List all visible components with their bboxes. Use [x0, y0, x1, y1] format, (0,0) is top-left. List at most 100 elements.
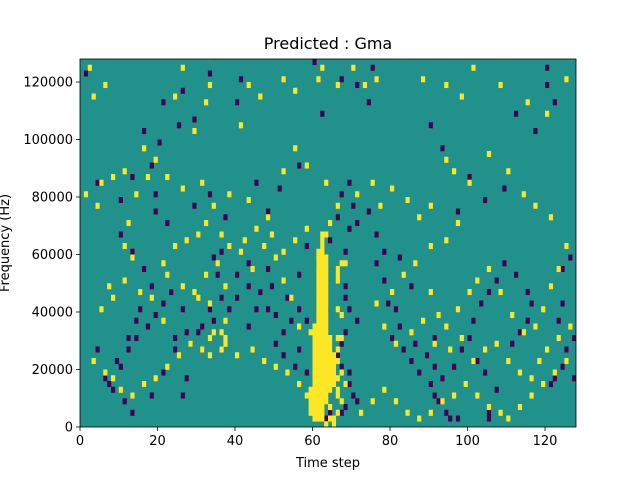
heatmap-cell-low	[312, 59, 317, 66]
heatmap-cell-low	[572, 335, 576, 342]
heatmap-cell-high	[335, 409, 340, 416]
heatmap-cell-low	[494, 386, 499, 393]
heatmap-cell-low	[366, 99, 371, 106]
heatmap-cell-high	[273, 363, 278, 370]
heatmap-cell-low	[409, 283, 414, 290]
heatmap-cell-high	[161, 260, 166, 267]
heatmap-cell-high	[180, 185, 185, 192]
heatmap-cell-high	[320, 392, 325, 399]
heatmap-cell-low	[200, 323, 205, 330]
heatmap-cell-high	[331, 415, 337, 422]
heatmap-cell-high	[533, 323, 538, 330]
heatmap-cell-high	[165, 363, 170, 370]
heatmap-cell-low	[409, 358, 414, 365]
heatmap-cell-high	[335, 386, 340, 393]
heatmap-cell-high	[103, 369, 108, 376]
heatmap-cell-high	[320, 335, 325, 342]
heatmap-cell-low	[343, 329, 348, 336]
heatmap-cell-high	[91, 358, 96, 365]
heatmap-cell-high	[331, 352, 337, 359]
heatmap-cell-high	[320, 381, 325, 388]
heatmap-cell-high	[215, 260, 220, 267]
heatmap-cell-high	[223, 317, 228, 324]
heatmap-cell-high	[335, 375, 340, 382]
heatmap-cell-high	[184, 237, 189, 244]
heatmap-cell-low	[285, 294, 290, 301]
heatmap-cell-high	[320, 248, 325, 255]
heatmap-cell-high	[312, 386, 317, 393]
heatmap-cell-high	[227, 191, 232, 198]
heatmap-cell-high	[444, 156, 449, 163]
heatmap-cell-high	[312, 381, 317, 388]
heatmap-cell-high	[262, 243, 267, 250]
heatmap-cell-high	[390, 185, 395, 192]
heatmap-cell-low	[382, 248, 387, 255]
heatmap-cell-high	[320, 358, 325, 365]
heatmap-cell-low	[452, 363, 457, 370]
heatmap-cell-high	[173, 243, 178, 250]
heatmap-cell-low	[173, 346, 178, 353]
heatmap-cell-high	[324, 398, 329, 405]
heatmap-cell-high	[331, 358, 337, 365]
heatmap-cell-high	[207, 300, 213, 307]
heatmap-cell-low	[211, 254, 216, 261]
heatmap-cell-high	[328, 369, 333, 376]
heatmap-cell-high	[122, 168, 127, 175]
heatmap-cell-high	[130, 392, 135, 399]
heatmap-cell-high	[324, 317, 329, 324]
heatmap-cell-high	[324, 358, 329, 365]
heatmap-cell-high	[428, 243, 433, 250]
heatmap-cell-low	[514, 271, 519, 278]
heatmap-cell-low	[374, 231, 379, 238]
heatmap-cell-high	[320, 260, 325, 267]
heatmap-cell-low	[149, 162, 154, 169]
heatmap-cell-high	[312, 375, 317, 382]
heatmap-cell-low	[149, 392, 154, 399]
heatmap-cell-high	[328, 346, 333, 353]
heatmap-cell-low	[324, 415, 329, 422]
heatmap-cell-high	[374, 76, 379, 83]
heatmap-cell-high	[498, 409, 503, 416]
heatmap-cell-high	[405, 409, 410, 416]
heatmap-cell-low	[246, 323, 251, 330]
heatmap-cell-high	[219, 329, 224, 336]
heatmap-cell-low	[347, 179, 352, 186]
heatmap-cell-high	[153, 375, 158, 382]
heatmap-cell-high	[153, 156, 158, 163]
heatmap-cell-high	[448, 346, 453, 353]
heatmap-cell-low	[219, 294, 224, 301]
heatmap-cell-low	[560, 300, 565, 307]
heatmap-cell-high	[436, 312, 441, 319]
heatmap-cell-high	[335, 392, 340, 399]
heatmap-cell-high	[471, 358, 476, 365]
heatmap-cell-high	[328, 415, 333, 422]
heatmap-cell-high	[320, 237, 325, 244]
heatmap-cell-high	[335, 266, 340, 273]
heatmap-cell-low	[347, 225, 352, 232]
heatmap-cell-high	[475, 277, 480, 284]
heatmap-cell-high	[328, 335, 333, 342]
heatmap-cell-high	[316, 363, 321, 370]
heatmap-cell-high	[316, 283, 321, 290]
heatmap-cell-low	[254, 306, 259, 313]
heatmap-cell-low	[525, 317, 530, 324]
heatmap-cell-low	[246, 260, 251, 267]
heatmap-cell-high	[320, 300, 325, 307]
heatmap-cell-low	[335, 214, 340, 221]
heatmap-cell-high	[324, 381, 329, 388]
heatmap-cell-low	[227, 306, 232, 313]
heatmap-cell-low	[576, 249, 580, 255]
heatmap-cell-high	[576, 306, 580, 312]
heatmap-cell-high	[223, 283, 228, 290]
heatmap-cell-high	[316, 289, 321, 296]
heatmap-cell-high	[238, 248, 244, 255]
heatmap-cell-low	[161, 300, 166, 307]
heatmap-cell-low	[517, 329, 523, 336]
heatmap-cell-high	[316, 76, 321, 83]
heatmap-cell-low	[328, 409, 333, 416]
heatmap-cell-high	[242, 237, 247, 244]
heatmap-cell-low	[347, 381, 352, 388]
heatmap-cell-low	[467, 335, 472, 342]
heatmap-cell-low	[467, 174, 472, 181]
heatmap-cell-high	[564, 243, 569, 250]
